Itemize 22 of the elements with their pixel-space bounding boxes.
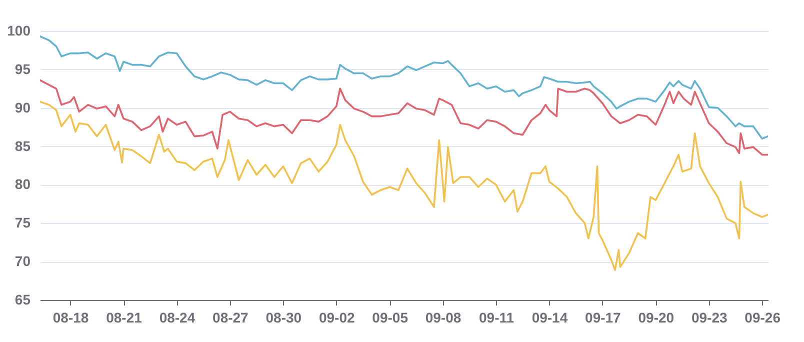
x-tick-label: 09-11 xyxy=(478,310,514,326)
x-tick-label: 08-27 xyxy=(212,310,249,326)
y-tick-label: 95 xyxy=(14,60,31,77)
y-tick-label: 85 xyxy=(14,138,31,154)
y-tick-label: 70 xyxy=(14,253,31,270)
x-tick-label: 08-18 xyxy=(52,310,89,326)
x-tick-label: 09-08 xyxy=(425,310,462,326)
y-tick-label: 65 xyxy=(14,292,31,308)
y-tick-label: 75 xyxy=(14,214,31,231)
y-tick-label: 90 xyxy=(14,99,31,116)
x-tick-label: 09-05 xyxy=(372,310,408,326)
x-tick-label: 09-23 xyxy=(691,310,728,326)
y-tick-label: 100 xyxy=(7,22,31,38)
x-tick-label: 09-26 xyxy=(744,310,781,326)
x-tick-label: 09-02 xyxy=(318,310,355,326)
x-tick-label: 08-21 xyxy=(106,310,142,326)
x-tick-label: 09-14 xyxy=(532,310,568,326)
x-tick-label: 08-24 xyxy=(159,310,196,326)
x-tick-label: 09-20 xyxy=(638,310,674,326)
y-tick-label: 80 xyxy=(14,176,31,192)
x-tick-label: 08-30 xyxy=(266,310,302,326)
x-tick-label: 09-17 xyxy=(585,310,622,326)
